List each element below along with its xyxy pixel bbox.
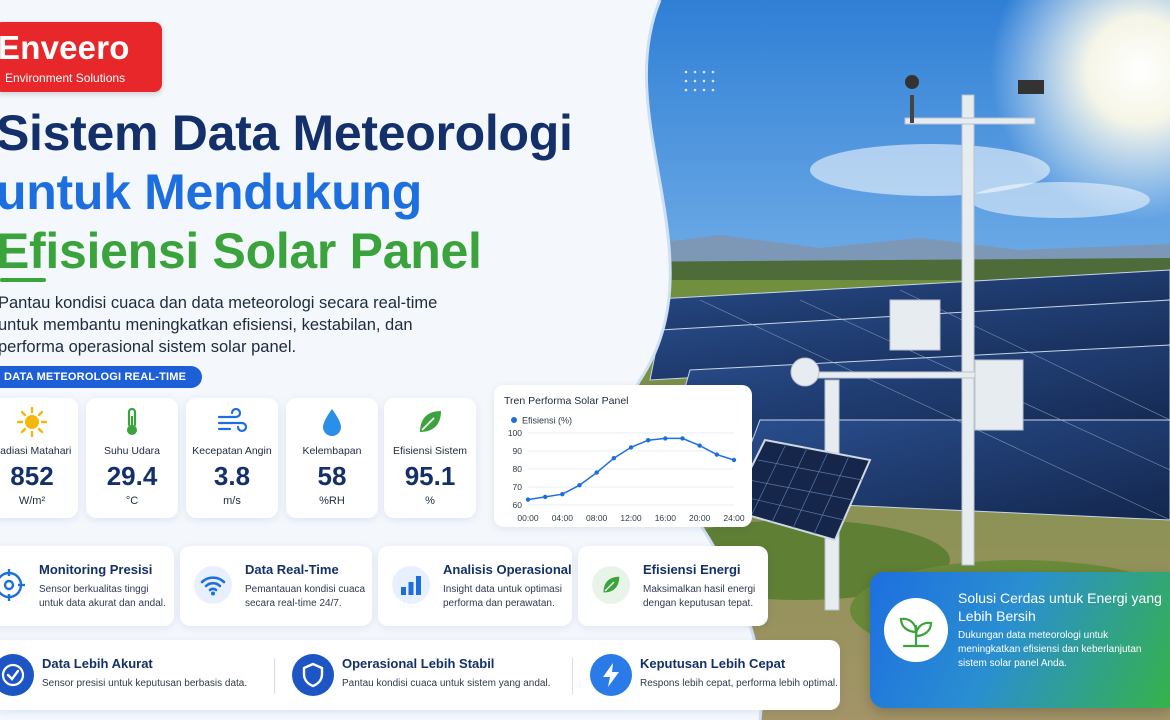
cta-title: Solusi Cerdas untuk Energi yang Lebih Be… [958, 590, 1162, 624]
data-point [680, 436, 685, 441]
y-tick-label: 80 [513, 464, 523, 474]
metric-label: Efisiensi Sistem [392, 445, 468, 457]
x-tick-label: 12:00 [620, 513, 642, 523]
benefit-desc: Pantau kondisi cuaca untuk sistem yang a… [342, 678, 551, 689]
headline-line-1: Sistem Data Meteorologi [0, 105, 573, 161]
metric-value: 852 [10, 461, 54, 491]
check-circle-icon [0, 654, 34, 696]
benefit-divider [274, 658, 275, 694]
headline-line-3: Efisiensi Solar Panel [0, 223, 482, 279]
benefit-title: Operasional Lebih Stabil [342, 656, 495, 671]
feature-desc: Maksimalkan hasil energi dengan keputusa… [643, 584, 756, 609]
sun-icon [0, 406, 78, 438]
y-tick-label: 60 [513, 500, 523, 510]
metric-value: 29.4 [106, 461, 158, 491]
benefit-title: Data Lebih Akurat [42, 656, 153, 671]
metric-unit: °C [125, 495, 139, 507]
brand-tagline: Environment Solutions [5, 71, 126, 85]
data-point [611, 456, 617, 461]
performance-line-chart: Efisiensi (%) 60 70 80 90 100 00:00 04:00 08:00… [508, 416, 745, 524]
feature-title: Monitoring Presisi [39, 562, 153, 577]
lightning-icon [590, 654, 632, 696]
data-point [628, 445, 634, 450]
metric-value: 3.8 [213, 461, 251, 491]
metric-value: 95.1 [404, 461, 456, 491]
benefit-desc: Respons lebih cepat, performa lebih opti… [640, 678, 838, 689]
enveero-logo: Enveero Environment Solutions [0, 22, 162, 92]
data-point [731, 457, 737, 463]
data-point [663, 436, 668, 441]
brand-name: Enveero [0, 29, 130, 66]
data-point [714, 452, 720, 457]
leaf-icon [592, 566, 630, 604]
x-tick-label: 00:00 [517, 513, 539, 523]
legend-marker [511, 417, 517, 423]
x-tick-label: 04:00 [552, 513, 574, 523]
data-point [577, 483, 582, 488]
data-point [525, 497, 531, 502]
metric-label: Kecepatan Angin [192, 445, 272, 457]
y-tick-label: 70 [513, 482, 523, 492]
metric-label: Radiasi Matahari [0, 445, 72, 457]
droplet-icon [286, 406, 378, 438]
y-tick-label: 100 [508, 428, 522, 438]
page-description: Pantau kondisi cuaca dan data meteorolog… [0, 294, 438, 356]
feature-card-energy: Efisiensi Energi Maksimalkan hasil energ… [578, 546, 768, 626]
data-point [542, 494, 548, 500]
chart-title: Tren Performa Solar Panel [504, 395, 629, 407]
metric-unit: W/m² [18, 495, 46, 507]
wifi-icon [194, 566, 232, 604]
x-tick-label: 08:00 [586, 513, 608, 523]
x-tick-label: 20:00 [689, 513, 711, 523]
section-pill: DATA METEOROLOGI REAL-TIME [0, 366, 203, 388]
feature-desc: Sensor berkualitas tinggi untuk data aku… [39, 584, 166, 609]
headline-underline [0, 278, 46, 282]
feature-card-realtime: Data Real-Time Pemantauan kondisi cuaca … [180, 546, 372, 626]
data-point [697, 443, 702, 448]
x-tick-label: 16:00 [655, 513, 677, 523]
benefit-title: Keputusan Lebih Cepat [640, 656, 786, 671]
feature-card-monitoring: Monitoring Presisi Sensor berkualitas ti… [0, 546, 174, 626]
headline-line-2: untuk Mendukung [0, 164, 422, 220]
metric-label: Kelembapan [302, 445, 362, 457]
metric-card-efficiency: Efisiensi Sistem 95.1 % [384, 398, 476, 518]
leaf-icon [384, 406, 476, 438]
feature-title: Efisiensi Energi [643, 562, 741, 577]
feature-card-analysis: Analisis Operasional Insight data untuk … [378, 546, 572, 626]
cta-desc: Dukungan data meteorologi untuk meningka… [958, 630, 1142, 669]
metric-unit: % [425, 495, 435, 507]
target-icon [0, 566, 28, 604]
data-point [594, 470, 599, 475]
feature-title: Data Real-Time [245, 562, 339, 577]
metric-label: Suhu Udara [103, 445, 161, 457]
metric-card-humidity: Kelembapan 58 %RH [286, 398, 378, 518]
feature-title: Analisis Operasional [443, 562, 572, 577]
data-point [560, 492, 565, 497]
metric-card-temperature: Suhu Udara 29.4 °C [86, 398, 178, 518]
x-tick-label: 24:00 [723, 513, 745, 523]
metric-unit: m/s [223, 495, 241, 507]
wind-icon [186, 406, 278, 438]
metric-unit: %RH [319, 495, 345, 507]
plant-icon [884, 598, 948, 662]
benefit-desc: Sensor presisi untuk keputusan berbasis … [42, 678, 248, 689]
data-point [645, 438, 651, 443]
bar-chart-icon [392, 566, 430, 604]
benefits-bar: Data Lebih Akurat Sensor presisi untuk k… [0, 640, 840, 710]
benefit-divider [572, 658, 573, 694]
performance-chart-card: Tren Performa Solar Panel Efisiensi (%) … [494, 385, 752, 527]
legend-label: Efisiensi (%) [522, 416, 572, 426]
y-tick-label: 90 [513, 446, 523, 456]
shield-icon [292, 654, 334, 696]
metric-card-radiation: Radiasi Matahari 852 W/m² [0, 398, 78, 518]
feature-desc: Insight data untuk optimasi performa dan… [443, 584, 562, 609]
metric-value: 58 [317, 461, 347, 491]
thermometer-icon [86, 406, 178, 438]
metric-card-wind: Kecepatan Angin 3.8 m/s [186, 398, 278, 518]
feature-desc: Pemantauan kondisi cuaca secara real-tim… [245, 584, 366, 609]
clean-energy-card: Solusi Cerdas untuk Energi yang Lebih Be… [870, 572, 1170, 708]
